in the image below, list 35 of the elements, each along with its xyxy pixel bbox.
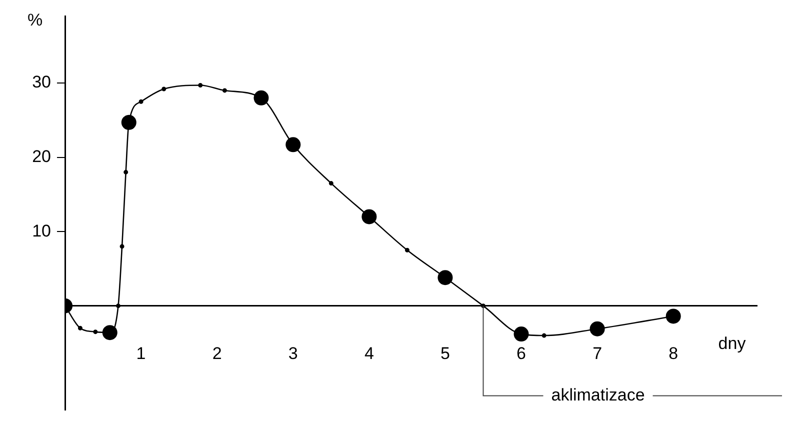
- x-tick-label: 2: [212, 344, 222, 364]
- point: [138, 99, 144, 104]
- y-tick-label: 10: [32, 221, 51, 240]
- point: [102, 325, 118, 340]
- x-tick-label: 5: [440, 344, 450, 364]
- point: [542, 333, 546, 338]
- point: [222, 88, 227, 93]
- x-tick-label: 3: [288, 344, 298, 364]
- x-tick-label: 4: [364, 344, 374, 364]
- x-tick-label: 1: [136, 344, 146, 364]
- point: [121, 114, 136, 130]
- x-tick-label: 8: [668, 344, 678, 364]
- point: [120, 244, 124, 249]
- ref-line-label: aklimatizace: [551, 385, 645, 404]
- point: [93, 330, 98, 334]
- point: [514, 326, 529, 342]
- x-tick-label: 7: [592, 344, 602, 364]
- x-axis-title: dny: [718, 334, 746, 354]
- point: [78, 326, 82, 330]
- point: [404, 248, 410, 252]
- point: [116, 304, 120, 308]
- point: [362, 209, 377, 224]
- point: [254, 90, 269, 106]
- point: [666, 308, 681, 324]
- point: [328, 181, 334, 186]
- point: [286, 137, 301, 152]
- y-axis-title: %: [27, 10, 43, 30]
- point: [438, 270, 453, 286]
- x-tick-label: 6: [516, 344, 526, 364]
- y-tick-label: 30: [32, 72, 51, 92]
- point: [124, 170, 128, 174]
- point: [162, 86, 166, 92]
- point: [590, 321, 605, 336]
- y-tick-label: 20: [32, 146, 51, 166]
- point: [198, 83, 203, 88]
